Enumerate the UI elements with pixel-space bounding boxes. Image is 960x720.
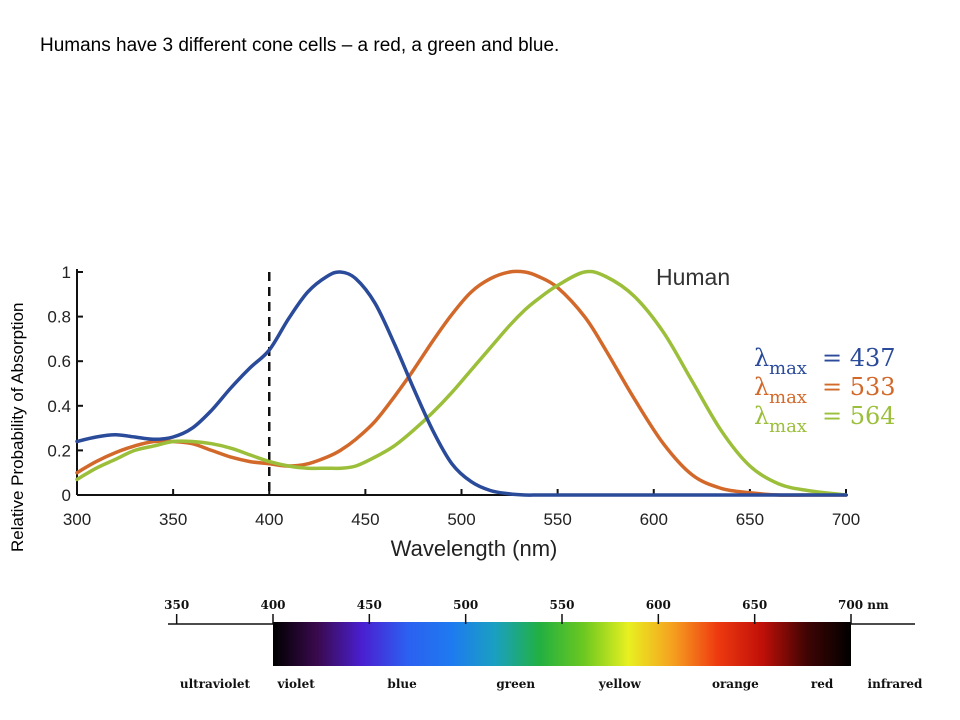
legend-red-lambda-symbol: λ [754,373,769,401]
y-tick-label: 0.6 [47,352,71,371]
legend-green-lambda-subscript: max [769,416,807,437]
x-axis-label: Wavelength (nm) [391,536,558,561]
spectrum-tick-label: 650 [742,598,767,612]
spectrum-band-label: green [496,677,535,691]
y-tick-label: 0.8 [47,308,71,327]
y-tick-label: 0.2 [47,441,71,460]
y-tick-label: 0 [62,486,71,505]
visible-spectrum-bar [273,622,851,666]
x-tick-label: 350 [159,510,187,529]
spectrum-band-label: infrared [868,677,924,691]
spectrum-tick-label: 350 [164,598,189,612]
spectrum-band-label: blue [387,677,417,691]
legend-red-lambda-value: = 533 [822,373,896,401]
spectrum-tick-label: 400 [260,598,285,612]
x-tick-label: 650 [736,510,764,529]
x-tick-label: 500 [447,510,475,529]
blue-cone-curve [75,270,848,497]
spectrum-tick-label: 550 [549,598,574,612]
spectrum-tick-label: 450 [357,598,382,612]
x-tick-label: 700 [832,510,860,529]
x-tick-label: 550 [543,510,571,529]
chart-curves [75,269,848,497]
legend-title: Human [656,264,730,290]
spectrum-band-label: orange [712,677,759,691]
spectrum-band-label: ultraviolet [180,677,251,691]
spectrum-band-label: yellow [598,677,642,691]
visible-spectrum-scale: 350 400 450 500 550 600 650 700 nm ultraviolet vi… [164,598,923,691]
x-tick-label: 450 [351,510,379,529]
y-tick-label: 0.4 [47,397,71,416]
spectrum-band-label: red [811,677,834,691]
y-tick-label: 1 [62,263,71,282]
spectrum-band-label: violet [276,677,315,691]
spectrum-tick-label: 500 [453,598,478,612]
legend-blue-lambda-symbol: λ [754,344,769,372]
red-cone-curve [75,269,848,497]
x-tick-label: 600 [640,510,668,529]
x-tick-label: 300 [63,510,91,529]
page-heading: Humans have 3 different cone cells – a r… [40,35,560,56]
spectrum-tick-label: 600 [646,598,671,612]
chart-axes: 300 350 400 450 500 550 600 650 700 0 0.2 0.4 0.6 0.8… [47,263,860,529]
legend-green-lambda-value: = 564 [822,402,896,430]
spectrum-tick-label: 700 nm [838,598,889,612]
legend-blue-lambda-subscript: max [769,358,807,379]
legend-blue-lambda-value: = 437 [822,344,896,372]
legend-green-lambda-symbol: λ [754,402,769,430]
legend-red-lambda-subscript: max [769,387,807,408]
green-cone-curve [75,269,848,497]
x-tick-label: 400 [255,510,283,529]
